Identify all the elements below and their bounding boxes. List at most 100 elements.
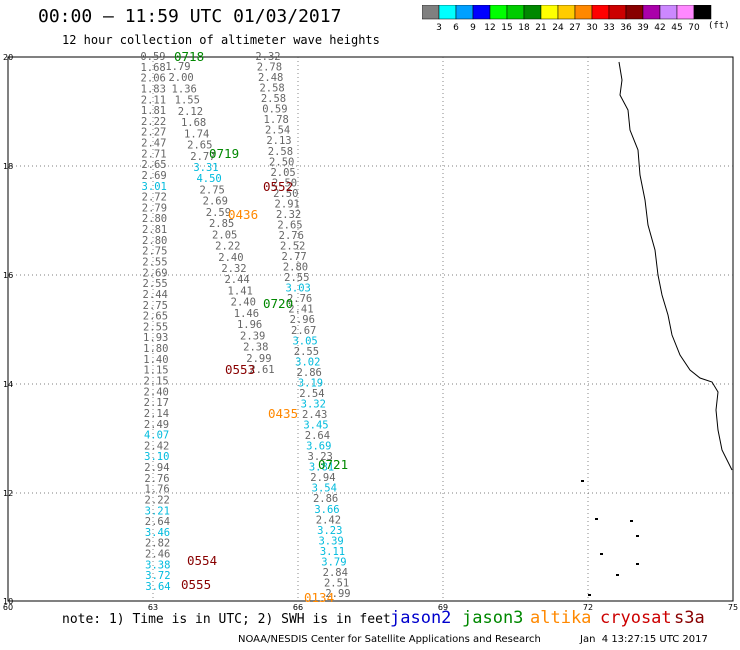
longitude-tick-label: 66 [293,603,303,610]
wave-height-label: 2.65 [187,140,212,152]
wave-height-label: 1.74 [184,128,209,140]
wave-height-label: 2.44 [143,289,168,301]
wave-height-label: 2.76 [144,473,169,485]
wave-height-label: 2.59 [206,207,231,219]
credit-text: NOAA/NESDIS Center for Satellite Applica… [238,634,541,645]
pass-time-label: 0721 [318,457,348,472]
wave-height-label: 1.15 [143,365,168,377]
wave-height-label: 2.05 [270,167,295,179]
wave-height-label: 2.32 [221,263,246,275]
wave-height-label: 2.99 [325,588,350,600]
wave-height-label: 2.22 [145,495,170,507]
wave-height-map: 60 63 66 69 72 752018161412100.591.682.061.83… [3,49,738,610]
legend-altika: altika [530,608,592,628]
wave-height-label: 2.42 [316,514,341,526]
wave-height-label: 4.50 [196,173,221,185]
wave-height-label: 2.82 [145,538,170,550]
wave-height-label: 2.75 [143,300,168,312]
wave-height-label: 3.11 [320,546,345,558]
wave-height-label: 3.54 [312,483,337,495]
wave-height-label: 2.27 [141,127,166,139]
pass-time-label: 0436 [228,207,258,222]
wave-height-label: 2.58 [261,93,286,105]
colorbar-label: 12 [484,23,495,33]
wave-height-label: 2.42 [144,440,169,452]
wave-height-label: 2.54 [265,125,290,137]
wave-height-label: 2.40 [218,252,243,264]
colorbar-label: 21 [535,23,546,33]
longitude-tick-label: 69 [438,603,448,610]
latitude-tick-label: 18 [3,162,13,171]
wave-height-label: 3.31 [193,162,218,174]
wave-height-label: 2.48 [258,72,283,84]
pass-time-label: 0553 [225,362,255,377]
color-scale-bar: 3 6 9 12 15 18 21 24 27 30 33 36 39 42 45 70 [422,5,712,33]
wave-height-label: 2.72 [142,192,167,204]
wave-height-label: 2.80 [142,235,167,247]
pass-time-label: 0554 [187,553,217,568]
wave-height-label: 2.00 [168,72,193,84]
colorbar-label: 70 [688,23,700,33]
legend-jason2: jason2 [390,608,452,628]
wave-height-label: 2.47 [141,138,166,150]
wave-height-label: 2.43 [302,409,327,421]
island-mark [595,518,598,520]
wave-height-label: 1.96 [237,319,262,331]
latitude-tick-label: 10 [3,597,13,606]
colorbar-label: 45 [671,23,682,33]
wave-height-label: 2.58 [268,146,293,158]
map-frame [7,56,734,602]
colorbar-label: 27 [569,23,580,33]
pass-time-label: 0719 [209,146,239,161]
wave-height-label: 1.93 [143,332,168,344]
wave-height-label: 2.80 [283,262,308,274]
wave-height-label: 1.55 [175,95,200,107]
wave-height-label: 2.65 [141,159,166,171]
wave-height-label: 1.46 [234,308,259,320]
colorbar-label: 9 [470,23,476,33]
longitude-tick-label: 63 [148,603,158,610]
wave-height-label: 1.78 [264,114,289,126]
pass-time-label: 0720 [263,296,293,311]
wave-height-label: 3.45 [303,420,328,432]
wave-height-label: 2.96 [290,314,315,326]
wave-height-label: 2.46 [145,549,170,561]
wave-height-label: 2.79 [142,202,167,214]
island-mark [636,535,639,537]
wave-height-label: 2.39 [240,330,265,342]
wave-height-label: 3.72 [145,570,170,582]
island-mark [588,594,591,596]
wave-height-label: 3.10 [144,451,169,463]
wave-height-label: 2.05 [212,229,237,241]
wave-height-label: 2.06 [141,73,166,85]
wave-height-label: 1.79 [165,61,190,73]
wave-height-label: 4.07 [144,430,169,442]
wave-height-label: 2.11 [141,94,166,106]
wave-height-label: 1.76 [144,484,169,496]
wave-height-label: 2.86 [297,367,322,379]
wave-height-label: 3.01 [142,181,167,193]
longitude-tick-label: 75 [728,603,738,610]
wave-height-label: 3.02 [295,356,320,368]
latitude-tick-label: 12 [3,489,13,498]
colorbar-label: 24 [552,23,564,33]
colorbar-swatch [693,5,712,20]
wave-height-label: 2.17 [144,397,169,409]
latitude-tick-label: 16 [3,271,13,280]
wave-height-label: 3.64 [145,581,170,593]
wave-height-label: 2.99 [246,353,271,365]
wave-height-label: 1.80 [143,343,168,355]
wave-height-label: 2.67 [291,325,316,337]
wave-height-label: 1.81 [141,105,166,117]
colorbar-label: 15 [501,23,512,33]
generated-timestamp: Jan 4 13:27:15 UTC 2017 [580,634,708,645]
wave-height-label: 2.13 [266,135,291,147]
pass-time-label: 0435 [268,406,298,421]
wave-height-label: 1.68 [181,117,206,129]
wave-height-label: 3.19 [298,377,323,389]
wave-height-label: 2.76 [287,293,312,305]
latitude-tick-label: 14 [3,380,13,389]
wave-height-label: 2.75 [142,246,167,258]
wave-height-label: 1.41 [228,285,253,297]
wave-height-label: 2.65 [143,311,168,323]
